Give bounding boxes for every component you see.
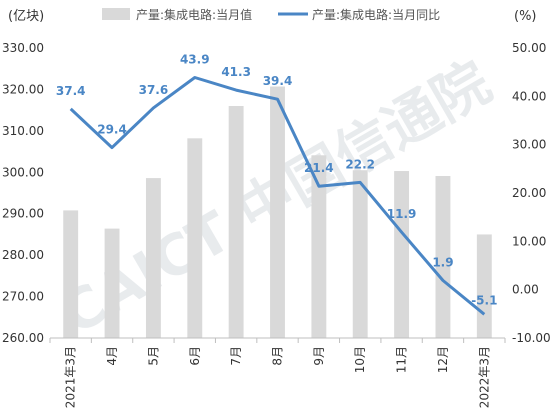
data-label-2: 37.6 [139,83,169,97]
category-label-3: 6月 [188,346,202,366]
data-label-6: 21.4 [304,161,334,175]
bar-5 [270,86,285,339]
data-label-4: 41.3 [221,65,251,79]
data-label-9: 1.9 [432,255,453,269]
data-label-1: 29.4 [97,123,127,137]
bar-9 [435,176,451,338]
right-tick-label-3: 20.00 [512,186,546,200]
bar-7 [352,170,368,338]
bar-3 [187,138,203,338]
bar-10 [476,234,492,338]
data-label-5: 39.4 [263,74,293,88]
right-tick-label-4: 30.00 [512,138,546,152]
right-axis-unit: (%) [514,9,537,24]
legend-label-bar: 产量:集成电路:当月值 [136,7,252,22]
legend-label-line: 产量:集成电路:当月同比 [312,7,440,22]
left-axis-unit: (亿块) [8,9,44,24]
category-label-7: 10月 [353,346,367,373]
category-label-5: 8月 [271,346,285,366]
bar-4 [228,106,244,338]
right-tick-label-0: -10.00 [512,331,551,345]
legend-swatch-bar [102,8,130,20]
data-label-0: 37.4 [56,84,86,98]
right-tick-label-1: 0.00 [512,283,539,297]
bar-0 [63,210,79,338]
category-label-1: 4月 [105,346,119,366]
left-tick-label-1: 270.00 [2,290,44,304]
category-label-10: 2022年3月 [477,346,491,408]
data-label-7: 22.2 [345,157,375,171]
data-label-3: 43.9 [180,52,210,66]
left-tick-label-0: 260.00 [2,331,44,345]
data-label-8: 11.9 [387,207,417,221]
category-label-2: 5月 [146,346,160,366]
right-tick-label-6: 50.00 [512,41,546,55]
left-tick-label-2: 280.00 [2,248,44,262]
category-label-8: 11月 [395,346,409,373]
category-label-0: 2021年3月 [64,346,78,408]
left-tick-label-6: 320.00 [2,82,44,96]
data-label-10: -5.1 [471,293,497,307]
category-label-9: 12月 [436,346,450,373]
bar-6 [311,155,327,338]
left-tick-label-4: 300.00 [2,165,44,179]
bar-2 [145,178,161,338]
line-series [69,76,486,316]
right-tick-label-2: 10.00 [512,234,546,248]
category-label-6: 9月 [312,346,326,366]
right-tick-label-5: 40.00 [512,89,546,103]
left-tick-label-7: 330.00 [2,41,44,55]
bar-8 [394,171,410,338]
left-tick-label-3: 290.00 [2,207,44,221]
bar-1 [104,228,120,338]
category-label-4: 7月 [229,346,243,366]
left-tick-label-5: 310.00 [2,124,44,138]
